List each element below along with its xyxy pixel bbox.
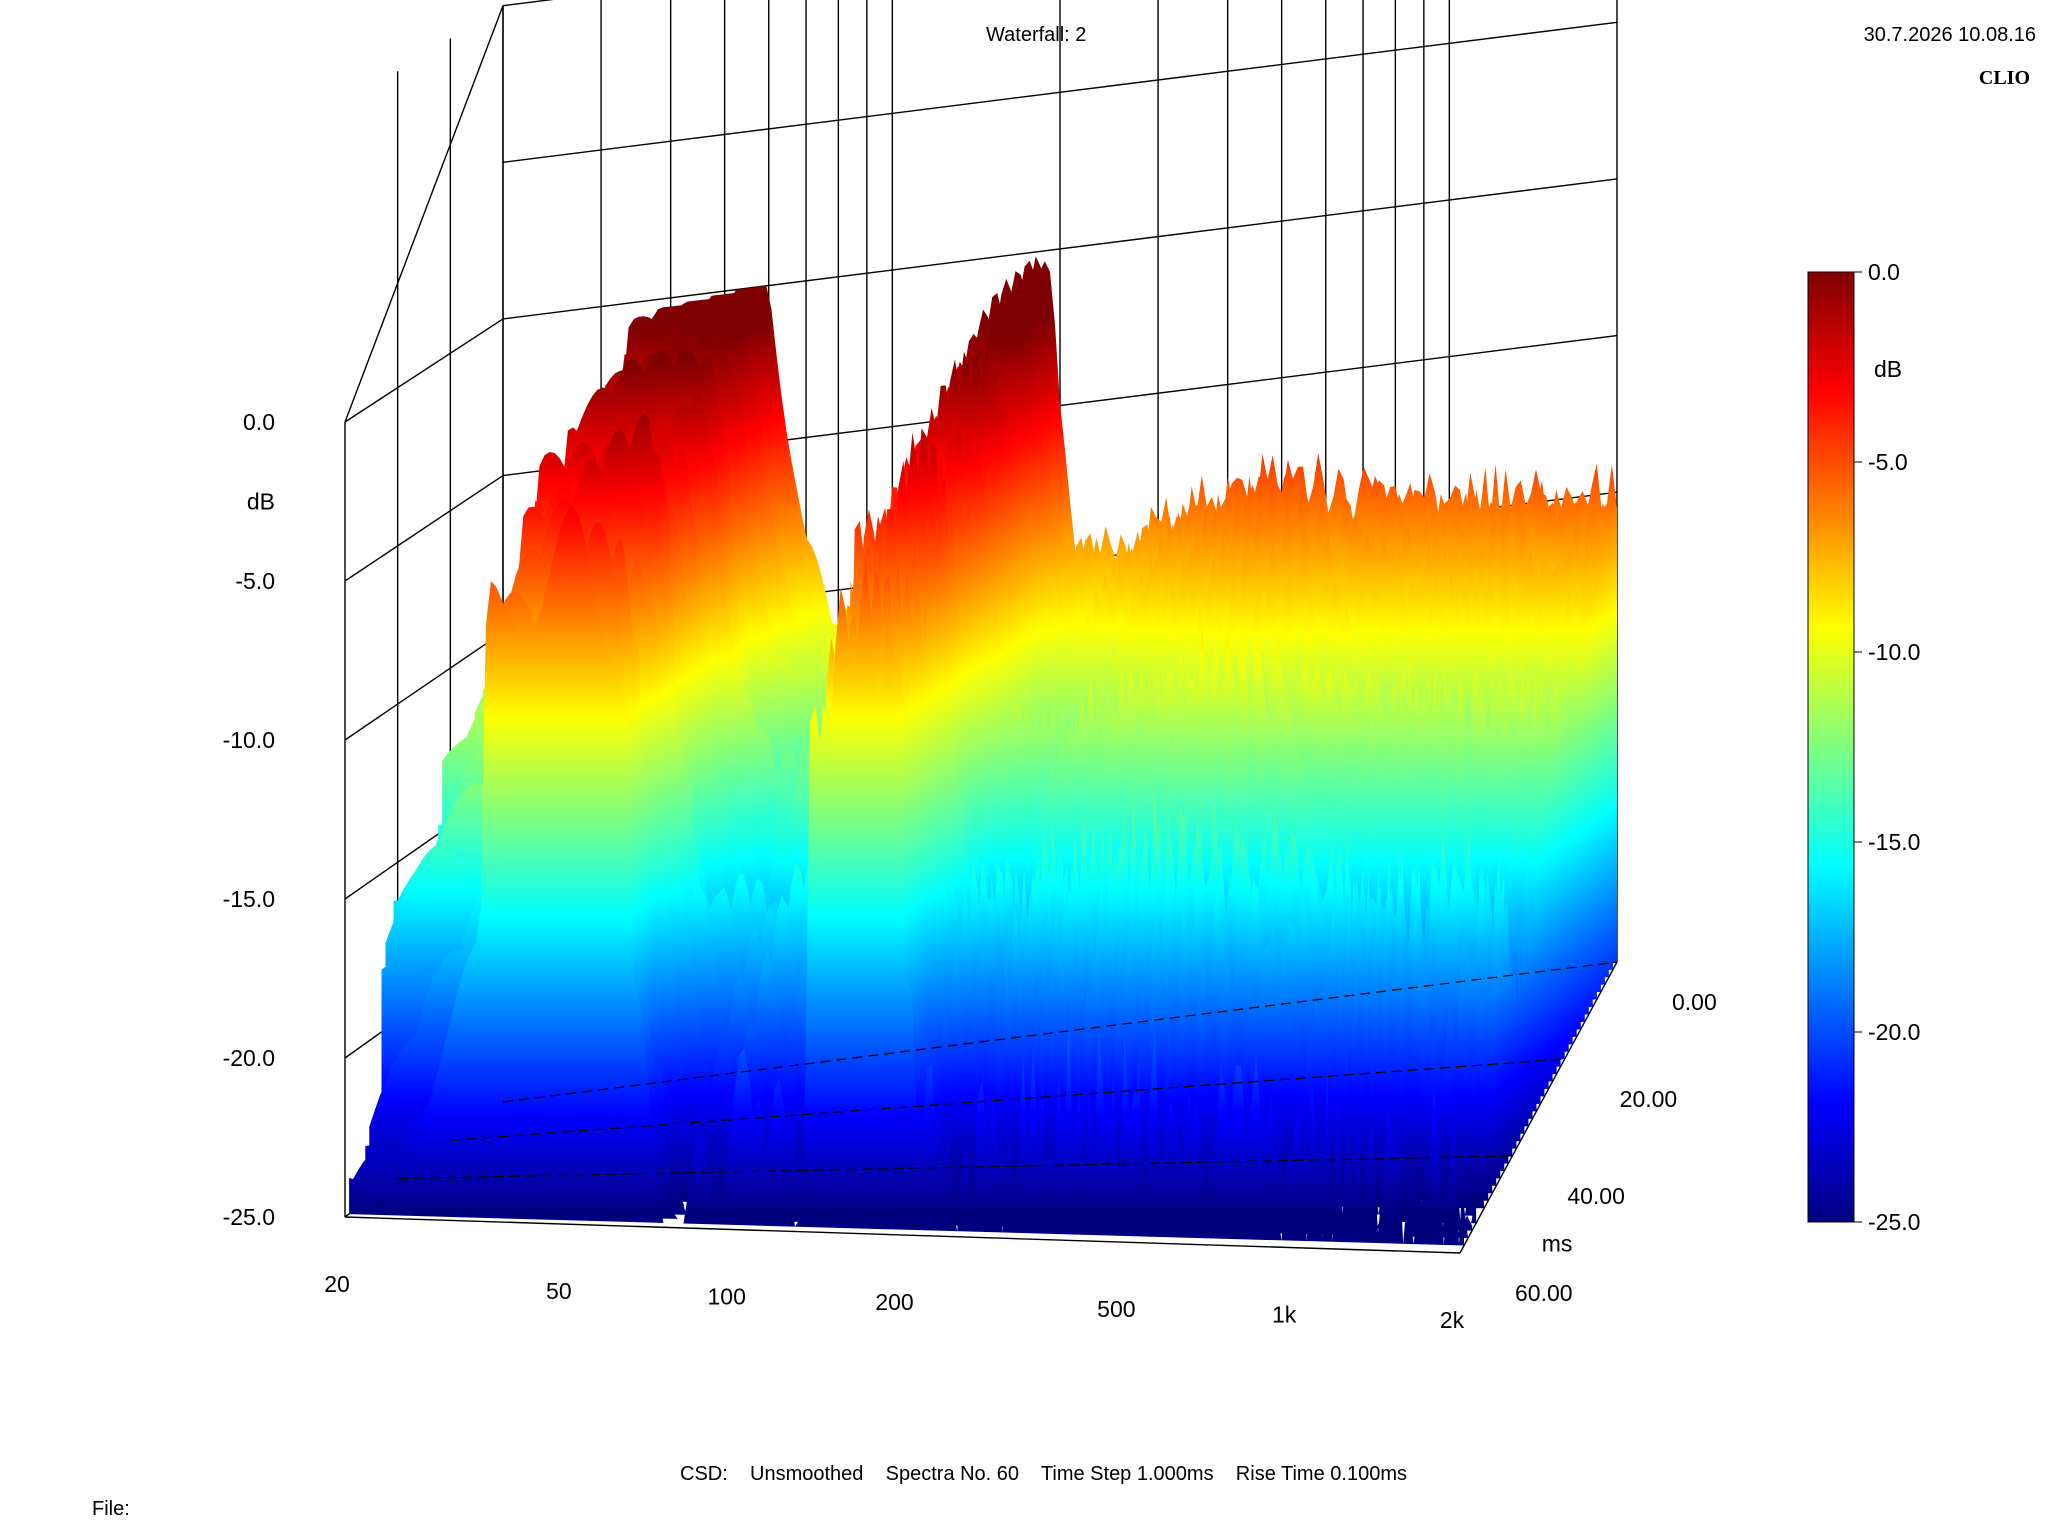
floor-edge <box>344 1216 1461 1254</box>
x-tick-label: 100 <box>707 1284 745 1310</box>
colorbar-tick-label: -25.0 <box>1868 1209 1920 1235</box>
x-tick-label: 500 <box>1097 1296 1135 1322</box>
z-tick-label: 0.00 <box>1672 989 1717 1015</box>
floor-grid-line <box>502 961 1618 1103</box>
back-grid-line <box>502 178 1618 320</box>
z-tick-label: 20.00 <box>1620 1086 1678 1112</box>
y-tick-label: -25.0 <box>223 1204 275 1230</box>
y-tick-label: -20.0 <box>223 1045 275 1071</box>
colorbar-tick-label: -15.0 <box>1868 829 1920 855</box>
side-grid-line <box>344 631 504 741</box>
y-tick-label: -10.0 <box>223 727 275 753</box>
side-grid-line <box>344 474 504 582</box>
file-label: File: <box>92 1498 130 1520</box>
colorbar: 0.0 -5.0 -10.0 -15.0 -20.0 -25.0 dB <box>1807 259 1920 1235</box>
y-axis-label: dB <box>247 489 275 515</box>
timestamp: 30.7.2026 10.08.16 <box>1863 24 2036 46</box>
waterfall-surface <box>345 256 1617 1253</box>
colorbar-tick-label: 0.0 <box>1868 259 1900 285</box>
x-tick-label: 20 <box>324 1271 350 1297</box>
clio-logo: CLIO <box>1978 67 2030 89</box>
back-grid-line <box>502 21 1618 164</box>
x-tick-label: 50 <box>546 1278 572 1304</box>
x-tick-label: 2k <box>1440 1307 1465 1333</box>
y-tick-label: -15.0 <box>223 886 275 912</box>
floor-grid-line <box>450 1058 1565 1141</box>
x-tick-label: 200 <box>875 1289 913 1315</box>
z-tick-label: 40.00 <box>1567 1183 1625 1209</box>
axes: 0.0 -5.0 -10.0 -15.0 -20.0 -25.0 dB 20 50 100 200 5… <box>223 409 1717 1333</box>
colorbar-tick-label: -5.0 <box>1868 449 1908 475</box>
side-grid-line <box>344 318 504 423</box>
side-grid-line <box>344 5 504 423</box>
csd-info: CSD: Unsmoothed Spectra No. 60 Time Step… <box>680 1463 1407 1485</box>
z-tick-label: 60.00 <box>1515 1280 1573 1306</box>
z-axis-label: ms <box>1542 1231 1573 1257</box>
colorbar-rect <box>1807 271 1855 1223</box>
colorbar-tick-label: -10.0 <box>1868 639 1920 665</box>
colorbar-label: dB <box>1874 356 1902 382</box>
y-tick-label: -5.0 <box>235 568 275 594</box>
x-tick-label: 1k <box>1272 1302 1297 1328</box>
chart-title: Waterfall: 2 <box>986 24 1087 46</box>
colorbar-tick-label: -20.0 <box>1868 1019 1920 1045</box>
y-tick-label: 0.0 <box>243 409 275 435</box>
floor-edge <box>1459 961 1618 1254</box>
waterfall-slice <box>349 506 1465 1246</box>
floor-grid <box>344 961 1618 1254</box>
waterfall-slice <box>373 498 1489 1201</box>
floor-grid-line <box>397 1155 1513 1180</box>
